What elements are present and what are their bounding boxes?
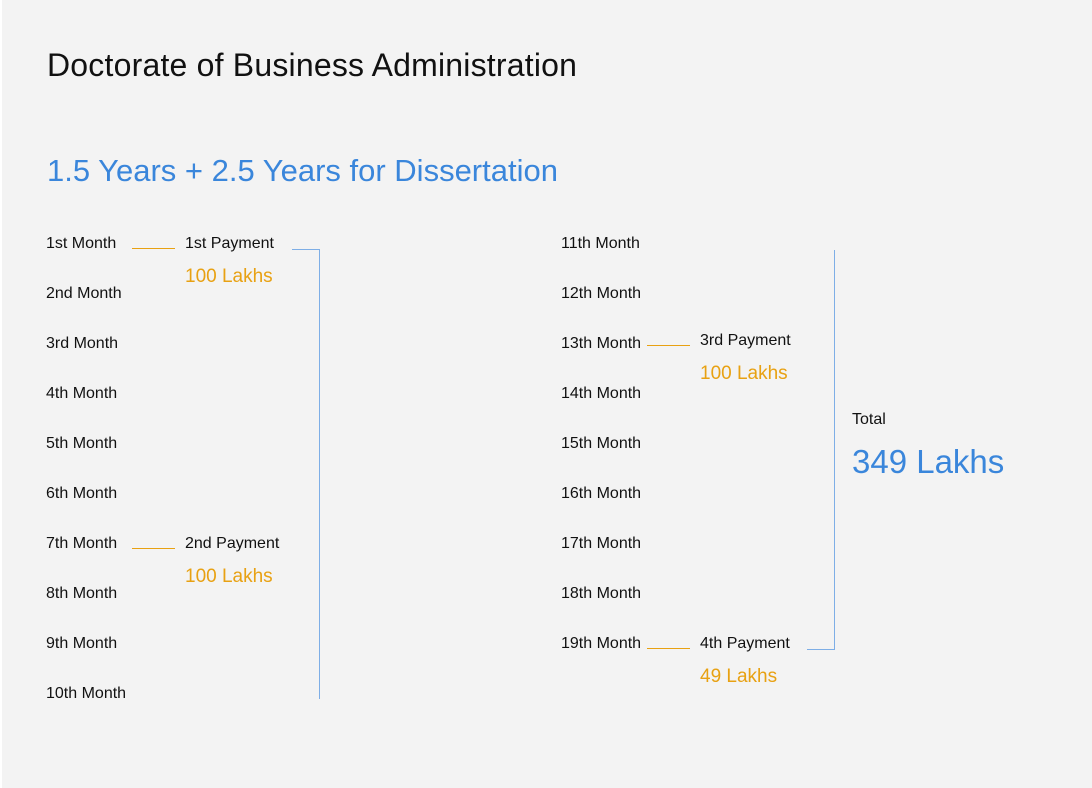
month-label: 18th Month <box>561 585 642 602</box>
month-label: 7th Month <box>46 535 118 552</box>
bracket-vertical <box>834 250 835 650</box>
month-label: 8th Month <box>46 585 118 602</box>
payment-connector-line <box>647 345 690 346</box>
payment-amount: 100 Lakhs <box>185 266 273 287</box>
month-label: 10th Month <box>46 685 127 702</box>
month-label: 5th Month <box>46 435 118 452</box>
month-label: 17th Month <box>561 535 642 552</box>
month-label: 19th Month <box>561 635 642 652</box>
payment-label: 3rd Payment <box>700 332 791 349</box>
total-label: Total <box>852 411 886 428</box>
month-label: 1st Month <box>46 235 117 252</box>
payment-connector-line <box>647 648 690 649</box>
month-label: 11th Month <box>561 235 640 252</box>
payment-connector-line <box>132 248 175 249</box>
payment-amount: 100 Lakhs <box>185 566 273 587</box>
page-title: Doctorate of Business Administration <box>47 47 578 83</box>
bracket-bottom <box>807 649 835 650</box>
bracket-top <box>292 249 320 250</box>
payment-label: 2nd Payment <box>185 535 280 552</box>
payment-label: 1st Payment <box>185 235 274 252</box>
month-label: 14th Month <box>561 385 642 402</box>
month-label: 3rd Month <box>46 335 119 352</box>
month-label: 16th Month <box>561 485 642 502</box>
payment-amount: 49 Lakhs <box>700 666 778 687</box>
bracket-vertical <box>319 249 320 699</box>
month-label: 9th Month <box>46 635 118 652</box>
payment-connector-line <box>132 548 175 549</box>
month-label: 2nd Month <box>46 285 122 302</box>
month-label: 13th Month <box>561 335 642 352</box>
program-duration-subtitle: 1.5 Years + 2.5 Years for Dissertation <box>47 153 558 188</box>
month-label: 6th Month <box>46 485 118 502</box>
total-value: 349 Lakhs <box>852 443 1005 480</box>
payment-amount: 100 Lakhs <box>700 363 788 384</box>
month-label: 15th Month <box>561 435 642 452</box>
payment-label: 4th Payment <box>700 635 790 652</box>
month-label: 12th Month <box>561 285 642 302</box>
month-label: 4th Month <box>46 385 118 402</box>
